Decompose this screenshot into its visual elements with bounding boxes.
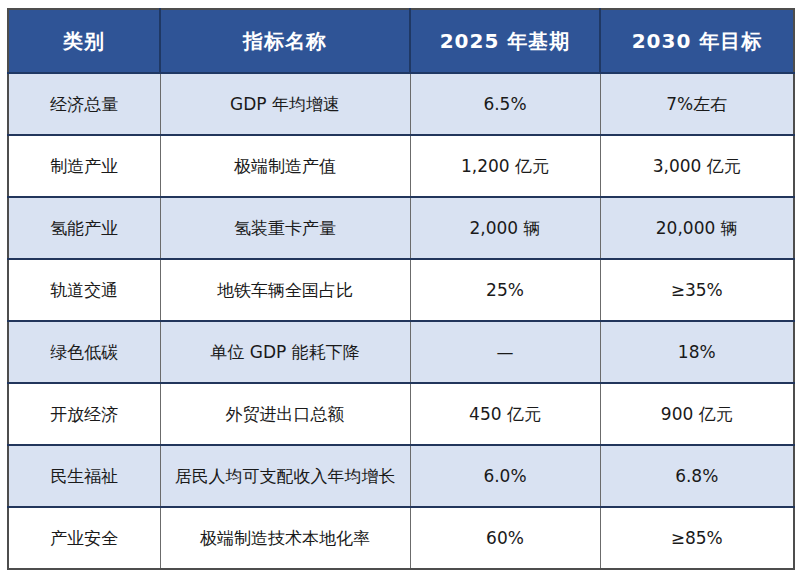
- cell-category: 氢能产业: [8, 197, 160, 259]
- cell-target-2030: 18%: [600, 321, 794, 383]
- cell-base-2025: 60%: [410, 507, 600, 569]
- table-row: 经济总量GDP 年均增速6.5%7%左右: [8, 73, 794, 135]
- cell-base-2025: 2,000 辆: [410, 197, 600, 259]
- cell-target-2030: ≥85%: [600, 507, 794, 569]
- cell-base-2025: 6.0%: [410, 445, 600, 507]
- cell-category: 轨道交通: [8, 259, 160, 321]
- cell-indicator: 外贸进出口总额: [160, 383, 410, 445]
- cell-category: 绿色低碳: [8, 321, 160, 383]
- cell-target-2030: 6.8%: [600, 445, 794, 507]
- cell-category: 产业安全: [8, 507, 160, 569]
- cell-indicator: 极端制造技术本地化率: [160, 507, 410, 569]
- header-col-target-2030: 2030 年目标: [600, 9, 794, 73]
- cell-target-2030: 900 亿元: [600, 383, 794, 445]
- cell-category: 开放经济: [8, 383, 160, 445]
- table-row: 轨道交通地铁车辆全国占比25%≥35%: [8, 259, 794, 321]
- cell-base-2025: 1,200 亿元: [410, 135, 600, 197]
- cell-target-2030: ≥35%: [600, 259, 794, 321]
- cell-indicator: GDP 年均增速: [160, 73, 410, 135]
- table-row: 开放经济外贸进出口总额450 亿元900 亿元: [8, 383, 794, 445]
- table-body: 经济总量GDP 年均增速6.5%7%左右制造产业极端制造产值1,200 亿元3,…: [8, 73, 794, 569]
- cell-indicator: 地铁车辆全国占比: [160, 259, 410, 321]
- cell-indicator: 单位 GDP 能耗下降: [160, 321, 410, 383]
- table-header: 类别 指标名称 2025 年基期 2030 年目标: [8, 9, 794, 73]
- cell-target-2030: 3,000 亿元: [600, 135, 794, 197]
- table-row: 制造产业极端制造产值1,200 亿元3,000 亿元: [8, 135, 794, 197]
- cell-indicator: 氢装重卡产量: [160, 197, 410, 259]
- cell-base-2025: 25%: [410, 259, 600, 321]
- header-row: 类别 指标名称 2025 年基期 2030 年目标: [8, 9, 794, 73]
- table-row: 绿色低碳单位 GDP 能耗下降—18%: [8, 321, 794, 383]
- table-row: 民生福祉居民人均可支配收入年均增长6.0%6.8%: [8, 445, 794, 507]
- cell-category: 经济总量: [8, 73, 160, 135]
- cell-base-2025: 450 亿元: [410, 383, 600, 445]
- cell-target-2030: 7%左右: [600, 73, 794, 135]
- header-col-base-2025: 2025 年基期: [410, 9, 600, 73]
- cell-category: 制造产业: [8, 135, 160, 197]
- indicator-table: 类别 指标名称 2025 年基期 2030 年目标 经济总量GDP 年均增速6.…: [7, 8, 795, 570]
- document-page: 类别 指标名称 2025 年基期 2030 年目标 经济总量GDP 年均增速6.…: [0, 0, 800, 578]
- cell-target-2030: 20,000 辆: [600, 197, 794, 259]
- header-col-indicator: 指标名称: [160, 9, 410, 73]
- cell-indicator: 极端制造产值: [160, 135, 410, 197]
- table-row: 产业安全极端制造技术本地化率60%≥85%: [8, 507, 794, 569]
- table-row: 氢能产业氢装重卡产量2,000 辆20,000 辆: [8, 197, 794, 259]
- cell-base-2025: 6.5%: [410, 73, 600, 135]
- header-col-category: 类别: [8, 9, 160, 73]
- cell-base-2025: —: [410, 321, 600, 383]
- cell-category: 民生福祉: [8, 445, 160, 507]
- cell-indicator: 居民人均可支配收入年均增长: [160, 445, 410, 507]
